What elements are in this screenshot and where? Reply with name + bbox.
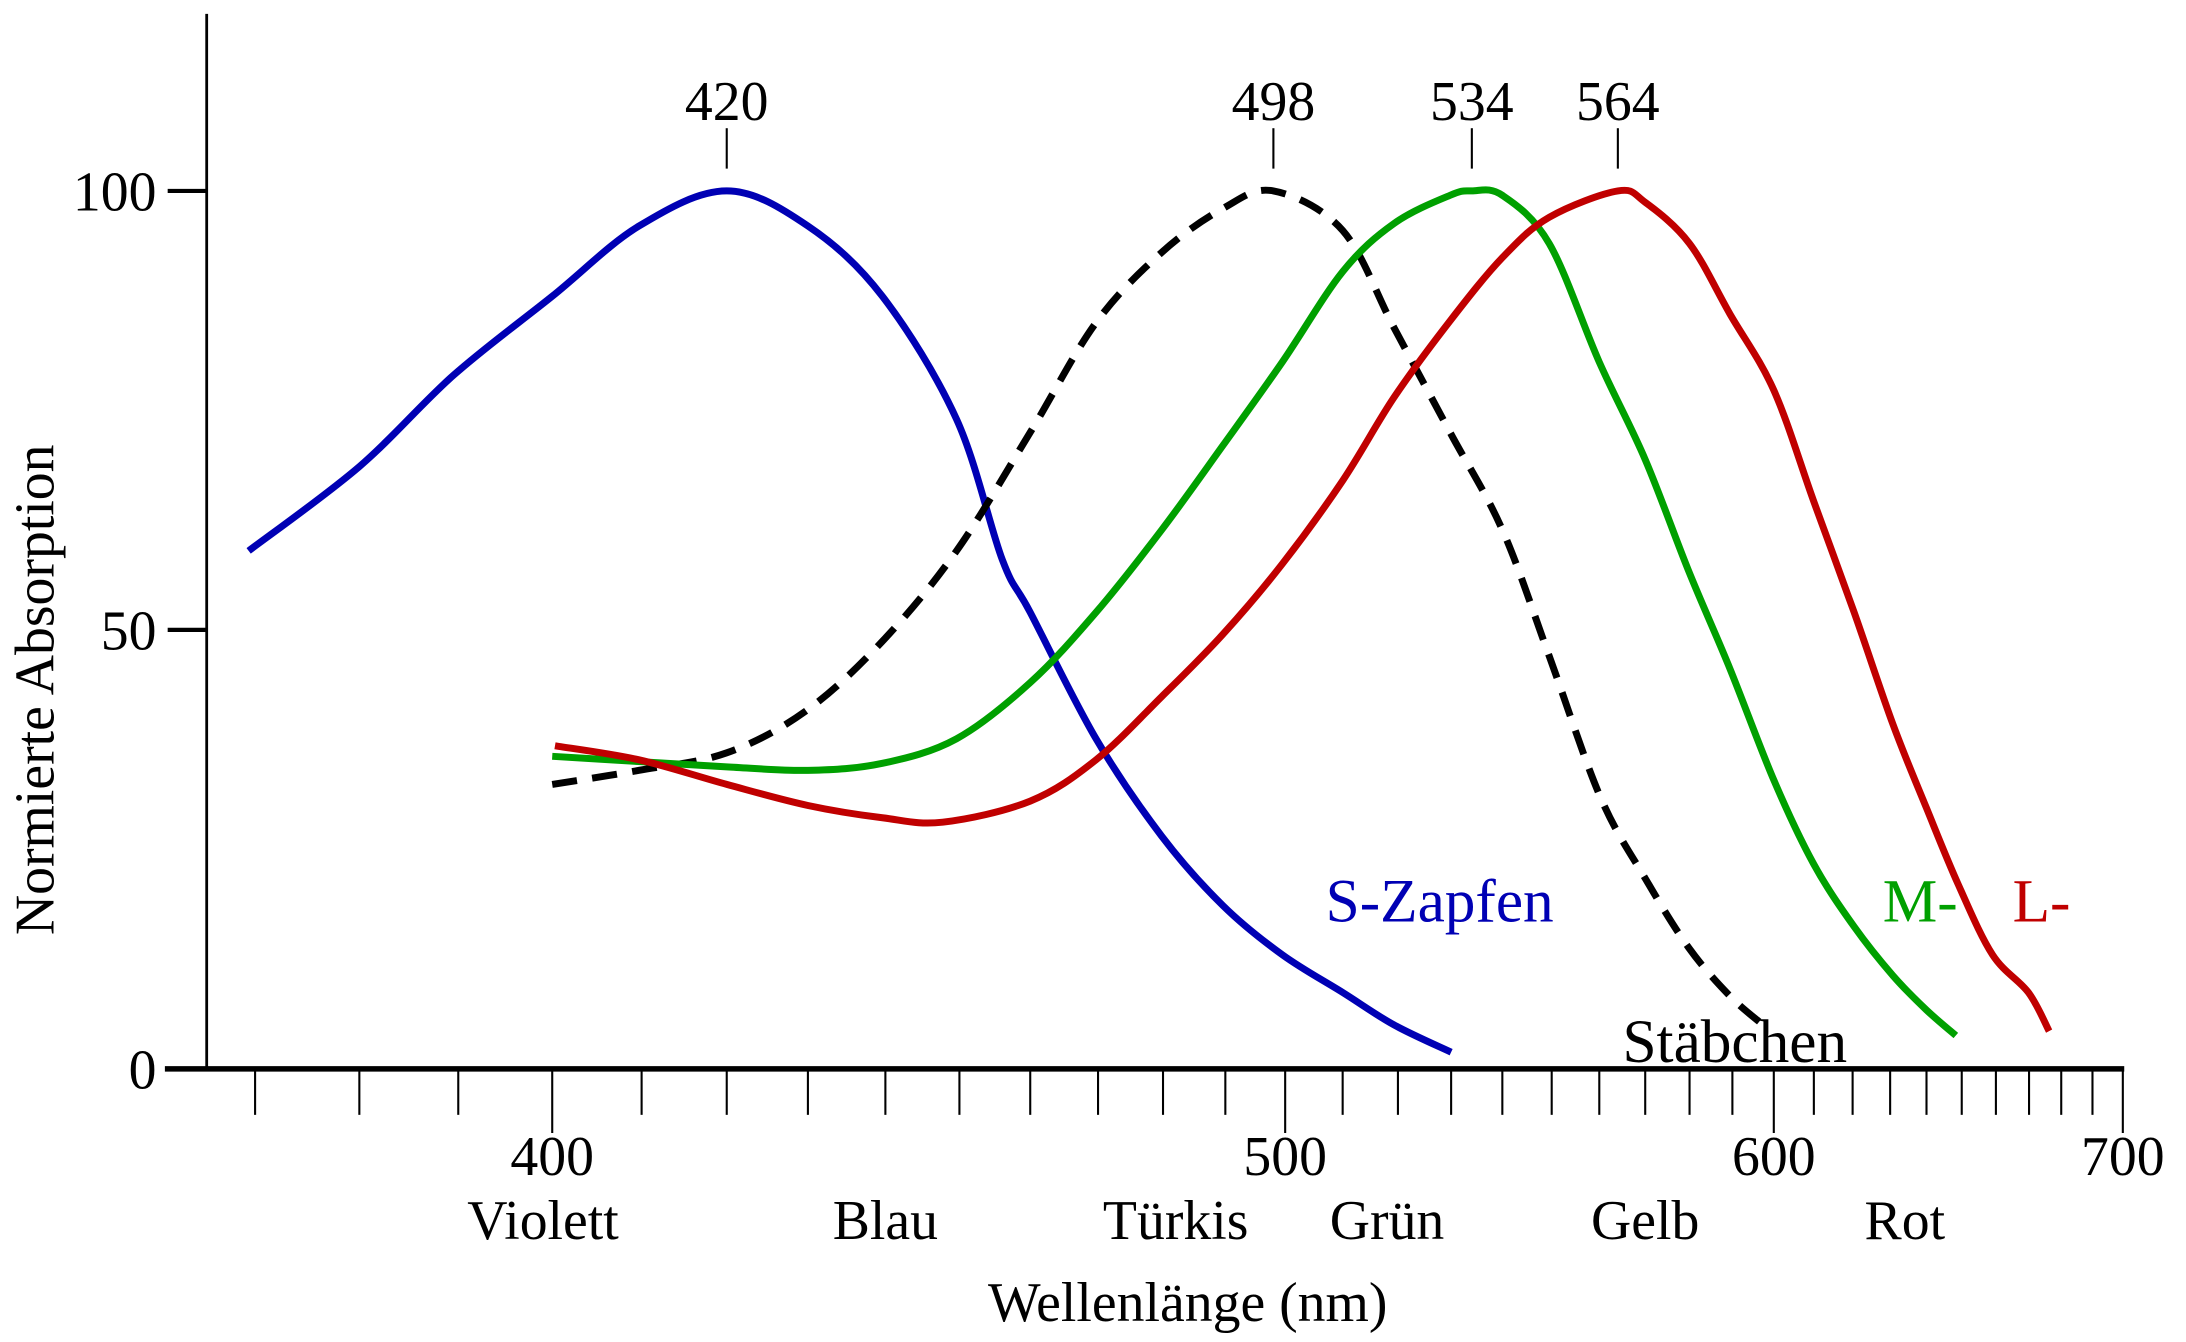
series-label: M- (1883, 868, 1958, 936)
x-tick-label: 400 (510, 1126, 594, 1188)
color-band-label: Türkis (1103, 1190, 1249, 1252)
color-band-label: Gelb (1591, 1190, 1699, 1252)
series-line-m (552, 186, 1959, 1039)
peak-label: 498 (1232, 71, 1316, 133)
color-band-label: Blau (833, 1190, 938, 1252)
x-tick-label: 700 (2081, 1126, 2165, 1188)
peak-label: 534 (1430, 71, 1514, 133)
color-band-label: Violett (467, 1190, 619, 1252)
x-tick-label: 600 (1732, 1126, 1816, 1188)
labels-layer: S-Zapfen Stäbchen M- L- (1326, 868, 2071, 1076)
y-axis-label: Normierte Absorption (4, 444, 66, 935)
peak-label: 564 (1576, 71, 1660, 133)
x-tick-label: 500 (1243, 1126, 1327, 1188)
color-band-label: Grün (1330, 1190, 1445, 1252)
series-label: Stäbchen (1622, 1008, 1847, 1076)
x-axis-label: Wellenlänge (nm) (988, 1272, 1387, 1334)
axes: 0 50 100 400 500 600 700 Violett Blau Türkis Grün G… (73, 13, 2165, 1252)
y-tick-label: 0 (129, 1039, 157, 1101)
series-line-l (554, 186, 2053, 1033)
series-layer (246, 186, 2053, 1056)
y-tick-label: 50 (101, 600, 157, 662)
color-band-label: Rot (1865, 1190, 1946, 1252)
y-tick-label: 100 (73, 161, 157, 223)
series-line-stbchen (551, 186, 1766, 1028)
series-label: S-Zapfen (1326, 868, 1554, 936)
series-label: L- (2013, 868, 2071, 936)
series-line-szapfen (246, 187, 1453, 1056)
peak-label: 420 (685, 71, 769, 133)
